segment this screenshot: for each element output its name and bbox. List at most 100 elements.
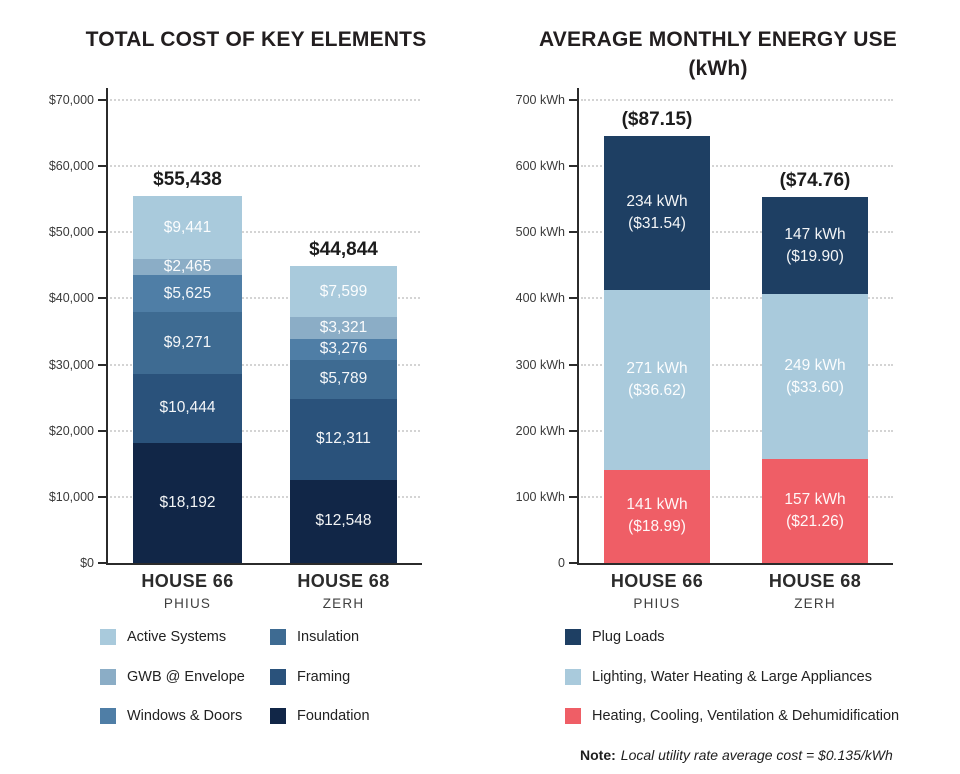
y-tick-label: 600 kWh	[515, 159, 565, 174]
gridline	[110, 165, 420, 168]
y-tick-label: $10,000	[48, 489, 94, 504]
y-tick-label: $50,000	[48, 225, 94, 240]
bar-total-label: ($87.15)	[621, 108, 693, 130]
y-axis-tick	[98, 562, 106, 564]
gridline	[110, 231, 420, 234]
legend-label-heating-cooling-ventilation-dehumidification: Heating, Cooling, Ventilation & Dehumidi…	[592, 708, 900, 724]
y-axis-tick	[569, 231, 577, 234]
bar-segment-active-systems	[290, 266, 397, 317]
gridline	[581, 99, 893, 101]
bar-segment-insulation	[290, 360, 397, 399]
legend-swatch-active-systems	[100, 629, 116, 645]
bar-segment-heating-cooling-ventilation-dehumidification	[604, 469, 710, 563]
bar-segment-lighting-water-heating-large-appliances	[762, 294, 868, 460]
bar-segment-active-systems	[133, 196, 242, 259]
y-axis-tick	[569, 562, 577, 564]
y-tick-label: $20,000	[48, 423, 94, 438]
y-axis-tick	[98, 429, 106, 432]
legend-swatch-heating-cooling-ventilation-dehumidification	[565, 708, 581, 724]
y-axis-tick	[98, 165, 106, 168]
y-axis-tick	[569, 165, 577, 168]
y-tick-label: 300 kWh	[515, 357, 565, 372]
bar-segment-heating-cooling-ventilation-dehumidification	[762, 459, 868, 563]
legend-label-gwb-envelope: GWB @ Envelope	[127, 668, 245, 685]
y-axis-tick	[569, 429, 577, 432]
y-tick-label: $40,000	[48, 291, 94, 306]
bar-segment-foundation	[290, 480, 397, 563]
gridline	[110, 297, 420, 300]
gridline	[581, 363, 893, 366]
y-axis-tick	[569, 363, 577, 366]
bar-segment-plug-loads	[604, 135, 710, 291]
bar-total-label: $55,438	[153, 169, 222, 191]
y-tick-label: 700 kWh	[515, 93, 565, 107]
y-tick-label: $0	[80, 556, 94, 570]
category-label-house-68: HOUSE 68	[297, 571, 390, 591]
energy-chart-title: AVERAGE MONTHLY ENERGY USE	[539, 28, 897, 51]
bar-segment-windows-doors	[133, 275, 242, 313]
y-axis-tick	[569, 99, 577, 101]
energy-chart-title-units: (kWh)	[688, 57, 748, 80]
y-axis-line	[577, 88, 579, 565]
gridline	[581, 297, 893, 300]
y-tick-label: 400 kWh	[515, 291, 565, 306]
y-tick-label: $30,000	[48, 357, 94, 372]
footnote: Note: Local utility rate average cost = $…	[580, 747, 893, 763]
y-axis-tick	[98, 495, 106, 498]
legend-swatch-windows-doors	[100, 708, 116, 724]
y-axis-tick	[98, 99, 106, 101]
footnote-label: Note:	[580, 747, 616, 763]
gridline	[581, 231, 893, 234]
bar-segment-foundation	[133, 442, 242, 563]
gridline	[581, 429, 893, 432]
gridline	[110, 495, 420, 498]
bar-segment-gwb-envelope	[290, 316, 397, 339]
bar-segment-framing	[133, 373, 242, 443]
footnote-text: Local utility rate average cost = $0.135…	[620, 747, 893, 763]
x-axis-line	[106, 563, 422, 565]
y-tick-label: $60,000	[48, 159, 94, 174]
category-subtitle: ZERH	[322, 596, 365, 611]
bar-segment-insulation	[133, 312, 242, 374]
bar-segment-lighting-water-heating-large-appliances	[604, 290, 710, 470]
gridline	[110, 99, 420, 101]
legend-label-active-systems: Active Systems	[127, 629, 227, 645]
legend-swatch-lighting-water-heating-large-appliances	[565, 668, 581, 685]
bar-segment-windows-doors	[290, 338, 397, 361]
category-subtitle: PHIUS	[163, 596, 212, 611]
legend-swatch-plug-loads	[565, 629, 581, 645]
gridline	[110, 363, 420, 366]
category-label-house-66: HOUSE 66	[610, 571, 704, 591]
legend-label-lighting-water-heating-large-appliances: Lighting, Water Heating & Large Applianc…	[592, 668, 872, 685]
category-label-house-66: HOUSE 66	[141, 571, 234, 591]
y-axis-tick	[98, 363, 106, 366]
category-subtitle: PHIUS	[633, 596, 681, 611]
y-tick-label: 100 kWh	[515, 489, 565, 504]
y-tick-label: 200 kWh	[515, 423, 565, 438]
gridline	[581, 495, 893, 498]
y-tick-label: 500 kWh	[515, 225, 565, 240]
y-tick-label: $70,000	[48, 93, 94, 107]
y-axis-tick	[98, 297, 106, 300]
y-axis-line	[106, 88, 108, 565]
legend-label-insulation: Insulation	[297, 629, 360, 645]
bar-total-label: $44,844	[309, 239, 378, 261]
bar-segment-framing	[290, 398, 397, 480]
y-axis-tick	[569, 297, 577, 300]
legend-swatch-insulation	[270, 629, 286, 645]
legend-label-foundation: Foundation	[297, 708, 370, 724]
legend-label-framing: Framing	[297, 668, 351, 685]
legend-label-windows-doors: Windows & Doors	[127, 708, 243, 724]
cost-chart-title: TOTAL COST OF KEY ELEMENTS	[85, 28, 427, 51]
category-label-house-68: HOUSE 68	[768, 571, 862, 591]
category-subtitle: ZERH	[794, 596, 836, 611]
legend-swatch-foundation	[270, 708, 286, 724]
legend-swatch-gwb-envelope	[100, 668, 116, 685]
legend-label-plug-loads: Plug Loads	[592, 629, 665, 645]
gridline	[110, 429, 420, 432]
bar-total-label: ($74.76)	[779, 170, 851, 192]
y-axis-tick	[98, 231, 106, 234]
bar-segment-plug-loads	[762, 197, 868, 295]
y-tick-label: 0	[558, 556, 565, 570]
